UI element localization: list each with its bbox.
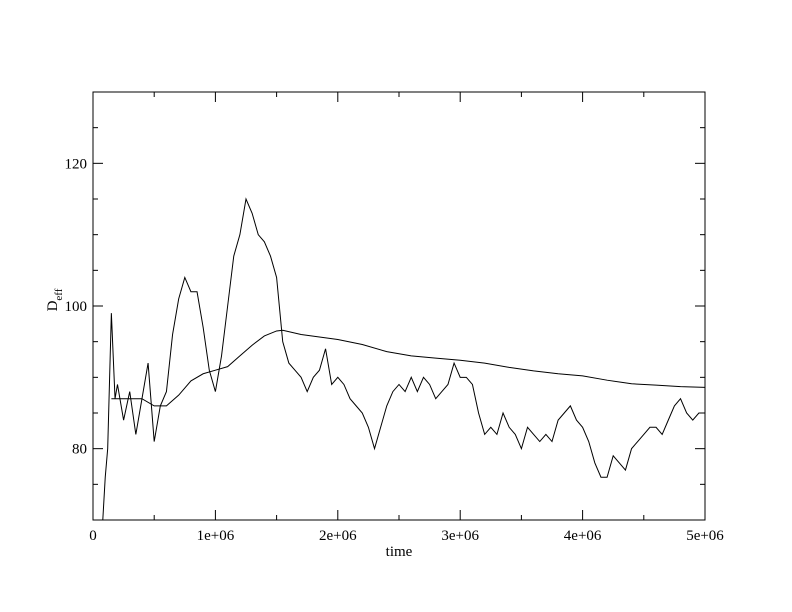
y-axis-label: Deff	[45, 288, 65, 311]
x-tick-label: 0	[89, 528, 97, 544]
y-tick-label: 120	[65, 156, 88, 172]
y-label-main: D	[45, 300, 61, 311]
data-line	[102, 197, 705, 521]
y-tick-label: 80	[72, 442, 87, 458]
y-tick-label: 100	[65, 299, 88, 315]
x-tick-label: 2e+06	[319, 528, 357, 544]
x-tick-label: 5e+06	[686, 528, 724, 544]
x-tick-label: 3e+06	[441, 528, 479, 544]
x-tick-label: 1e+06	[197, 528, 235, 544]
y-label-sub: eff	[53, 288, 65, 300]
x-tick-label: 4e+06	[564, 528, 602, 544]
x-axis-label: time	[386, 544, 413, 560]
data-line	[111, 329, 706, 407]
